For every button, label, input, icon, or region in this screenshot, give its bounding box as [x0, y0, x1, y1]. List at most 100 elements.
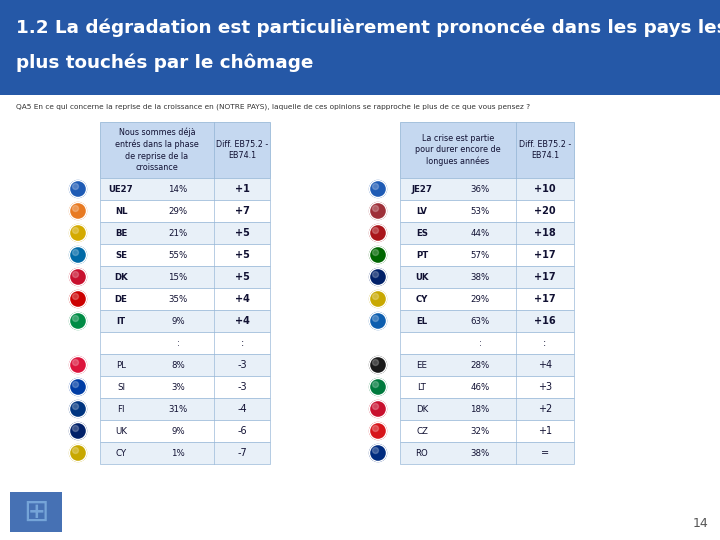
Text: Nous sommes déjà
entrés dans la phase
de reprise de la
croissance: Nous sommes déjà entrés dans la phase de… — [115, 128, 199, 172]
Text: 29%: 29% — [470, 294, 490, 303]
Text: +3: +3 — [538, 382, 552, 392]
Circle shape — [369, 356, 387, 374]
Circle shape — [369, 313, 387, 329]
Bar — [400, 376, 574, 398]
Text: +1: +1 — [235, 184, 249, 194]
Circle shape — [372, 272, 379, 278]
Text: +4: +4 — [538, 360, 552, 370]
Bar — [100, 122, 270, 178]
Text: 53%: 53% — [470, 206, 490, 215]
Circle shape — [369, 379, 387, 395]
Circle shape — [372, 448, 379, 454]
Text: 31%: 31% — [168, 404, 188, 414]
Text: +18: +18 — [534, 228, 556, 238]
Text: 55%: 55% — [168, 251, 188, 260]
Text: FI: FI — [117, 404, 125, 414]
Text: 1.2 La dégradation est particulièrement prononcée dans les pays les: 1.2 La dégradation est particulièrement … — [16, 19, 720, 37]
Text: :: : — [479, 339, 482, 348]
Circle shape — [372, 184, 379, 190]
Circle shape — [369, 225, 387, 241]
Text: +4: +4 — [235, 316, 249, 326]
Circle shape — [73, 227, 78, 233]
Text: +7: +7 — [235, 206, 249, 216]
Circle shape — [372, 227, 379, 233]
Text: BE: BE — [115, 228, 127, 238]
Text: 63%: 63% — [470, 316, 490, 326]
Circle shape — [70, 313, 86, 329]
Circle shape — [73, 448, 78, 454]
Text: -7: -7 — [237, 448, 247, 458]
Circle shape — [70, 225, 86, 241]
Bar — [100, 420, 270, 442]
Circle shape — [73, 381, 78, 388]
Text: RO: RO — [415, 449, 428, 457]
Text: Diff. EB75.2 -
EB74.1: Diff. EB75.2 - EB74.1 — [519, 140, 571, 160]
Text: SE: SE — [115, 251, 127, 260]
Circle shape — [70, 379, 86, 395]
Text: ⊞: ⊞ — [23, 497, 49, 526]
Text: 1%: 1% — [171, 449, 185, 457]
Text: 21%: 21% — [168, 228, 188, 238]
Bar — [400, 200, 574, 222]
Circle shape — [70, 268, 86, 286]
Bar — [100, 200, 270, 222]
Text: +17: +17 — [534, 250, 556, 260]
Text: CZ: CZ — [416, 427, 428, 435]
Text: Diff. EB75.2 -
EB74.1: Diff. EB75.2 - EB74.1 — [216, 140, 268, 160]
Circle shape — [369, 202, 387, 219]
Bar — [10, 492, 62, 532]
Text: DK: DK — [114, 273, 128, 281]
Text: 14%: 14% — [168, 185, 188, 193]
Circle shape — [73, 360, 78, 366]
Circle shape — [70, 291, 86, 307]
Text: QA5 En ce qui concerne la reprise de la croissance en (NOTRE PAYS), laquelle de : QA5 En ce qui concerne la reprise de la … — [16, 104, 530, 111]
Text: LV: LV — [417, 206, 428, 215]
Circle shape — [369, 401, 387, 417]
Text: 14: 14 — [692, 517, 708, 530]
Bar — [100, 244, 270, 266]
Text: PT: PT — [416, 251, 428, 260]
Circle shape — [73, 249, 78, 255]
Bar — [400, 398, 574, 420]
Text: 28%: 28% — [470, 361, 490, 369]
Text: 38%: 38% — [470, 449, 490, 457]
Bar — [100, 398, 270, 420]
Text: :: : — [240, 338, 243, 348]
Text: EL: EL — [416, 316, 428, 326]
Text: DK: DK — [416, 404, 428, 414]
Bar — [400, 442, 574, 464]
Text: 9%: 9% — [171, 427, 185, 435]
Text: +16: +16 — [534, 316, 556, 326]
Circle shape — [372, 360, 379, 366]
Text: NL: NL — [114, 206, 127, 215]
Text: JE27: JE27 — [412, 185, 433, 193]
Text: +10: +10 — [534, 184, 556, 194]
Circle shape — [369, 180, 387, 198]
Text: +1: +1 — [538, 426, 552, 436]
Text: 3%: 3% — [171, 382, 185, 392]
Bar — [400, 178, 574, 200]
Text: 8%: 8% — [171, 361, 185, 369]
Text: 18%: 18% — [470, 404, 490, 414]
Text: 44%: 44% — [470, 228, 490, 238]
Text: -3: -3 — [237, 360, 247, 370]
Text: EE: EE — [416, 361, 428, 369]
Circle shape — [73, 272, 78, 278]
Text: -3: -3 — [237, 382, 247, 392]
Text: +2: +2 — [538, 404, 552, 414]
Circle shape — [372, 294, 379, 300]
Bar — [100, 354, 270, 376]
Text: IT: IT — [117, 316, 125, 326]
Circle shape — [73, 206, 78, 212]
Text: UE27: UE27 — [109, 185, 133, 193]
Circle shape — [369, 291, 387, 307]
Bar — [100, 442, 270, 464]
Text: :: : — [544, 338, 546, 348]
Circle shape — [70, 246, 86, 264]
Bar — [400, 310, 574, 332]
Circle shape — [70, 401, 86, 417]
Text: UK: UK — [115, 427, 127, 435]
Text: 36%: 36% — [470, 185, 490, 193]
Text: SI: SI — [117, 382, 125, 392]
Text: 35%: 35% — [168, 294, 188, 303]
